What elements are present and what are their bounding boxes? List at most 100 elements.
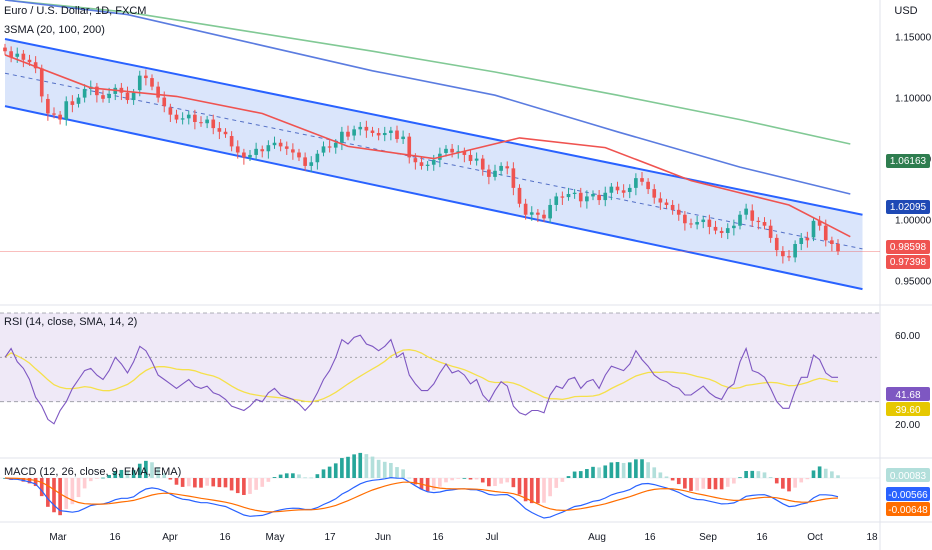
candle-body <box>211 119 216 129</box>
macd-histogram-bar <box>64 478 69 509</box>
macd-histogram-bar <box>186 478 191 487</box>
indicator-label: 3SMA (20, 100, 200) <box>4 24 105 36</box>
candle-body <box>95 86 99 96</box>
macd-histogram-bar <box>119 469 124 478</box>
candle-body <box>793 244 797 258</box>
macd-histogram-bar <box>407 477 412 479</box>
candle-body <box>572 192 577 194</box>
time-tick-label: 16 <box>644 532 656 543</box>
macd-histogram-bar <box>76 478 81 498</box>
candle-body <box>817 220 822 226</box>
candle-body <box>634 178 638 188</box>
candle-body <box>248 154 252 158</box>
macd-histogram-bar <box>199 478 203 488</box>
time-tick-label: 17 <box>324 532 336 543</box>
time-tick-label: 16 <box>756 532 768 543</box>
candle-body <box>425 164 430 166</box>
candle-body <box>756 220 761 223</box>
macd-histogram-bar <box>217 478 222 488</box>
candle-body <box>566 193 571 198</box>
macd-histogram-bar <box>156 467 160 478</box>
candle-body <box>744 208 748 215</box>
macd-histogram-bar <box>523 478 528 502</box>
macd-histogram-bar <box>787 478 791 492</box>
candle-body <box>750 210 755 221</box>
macd-histogram-bar <box>781 478 785 489</box>
macd-histogram-bar <box>566 476 571 478</box>
candle-body <box>474 158 479 161</box>
rsi-tag <box>886 387 930 401</box>
candle-body <box>199 122 203 124</box>
rsi-ma-line <box>4 349 839 403</box>
candle-body <box>683 214 687 224</box>
macd-histogram-bar <box>499 478 503 484</box>
price-tag <box>886 200 930 214</box>
macd-histogram-bar <box>205 478 209 486</box>
candle-body <box>768 225 773 238</box>
price-tick-label: 0.95000 <box>895 277 932 288</box>
macd-histogram-bar <box>101 477 105 479</box>
macd-histogram-bar <box>21 478 26 482</box>
sma200-line <box>4 0 851 145</box>
candle-body <box>333 142 338 148</box>
price-tick-label: 1.10000 <box>895 94 932 105</box>
macd-histogram-bar <box>425 478 430 492</box>
candle-body <box>413 158 418 163</box>
macd-histogram-bar <box>609 462 614 478</box>
time-tick-label: Sep <box>699 532 717 543</box>
candle-body <box>511 168 516 188</box>
candle-body <box>505 166 510 169</box>
candle-body <box>480 158 485 170</box>
candle-body <box>260 149 265 152</box>
macd-histogram-bar <box>817 466 822 478</box>
candle-body <box>272 142 277 146</box>
candle-body <box>52 113 56 115</box>
time-tick-label: Aug <box>588 532 606 543</box>
candle-body <box>223 131 228 135</box>
macd-histogram-bar <box>315 474 320 478</box>
candle-body <box>781 251 785 257</box>
candle-body <box>787 256 791 258</box>
time-tick-label: 16 <box>219 532 231 543</box>
candle-body <box>493 170 497 177</box>
candle-body <box>823 225 828 241</box>
macd-histogram-bar <box>456 478 461 479</box>
candle-body <box>131 92 136 101</box>
macd-histogram-bar <box>560 478 565 482</box>
macd-histogram-bar <box>364 454 369 478</box>
macd-histogram-bar <box>321 469 326 478</box>
candle-body <box>719 230 724 234</box>
macd-histogram-bar <box>750 470 755 478</box>
candle-body <box>193 114 197 122</box>
macd-histogram-bar <box>229 478 234 491</box>
macd-histogram-bar <box>266 478 271 482</box>
macd-histogram-bar <box>634 459 638 478</box>
candle-body <box>101 95 105 99</box>
macd-histogram-bar <box>511 478 516 488</box>
candle-body <box>278 142 283 147</box>
candle-body <box>358 126 363 130</box>
candle-body <box>217 128 222 132</box>
macd-line-tag-label: -0.00566 <box>888 490 928 501</box>
macd-histogram-bar <box>621 462 626 478</box>
macd-histogram-bar <box>144 460 148 478</box>
candle-body <box>70 101 75 105</box>
macd-histogram-bar <box>487 478 491 487</box>
candle-body <box>315 153 320 163</box>
macd-histogram-bar <box>180 478 185 487</box>
price-tag-label: 1.06163 <box>890 156 927 167</box>
macd-signal-line <box>4 477 839 513</box>
macd-histogram-bar <box>474 478 479 480</box>
macd-histogram-bar <box>162 473 167 478</box>
macd-histogram-bar <box>664 476 669 478</box>
candle-body <box>64 101 69 120</box>
macd-histogram-bar <box>174 478 179 485</box>
macd-histogram-bar <box>431 478 436 491</box>
candle-body <box>352 129 356 136</box>
candle-body <box>309 162 314 166</box>
macd-histogram-bar <box>707 478 712 489</box>
currency-label: USD <box>894 5 917 17</box>
macd-histogram-bar <box>272 477 277 478</box>
macd-histogram-bar <box>603 465 608 478</box>
